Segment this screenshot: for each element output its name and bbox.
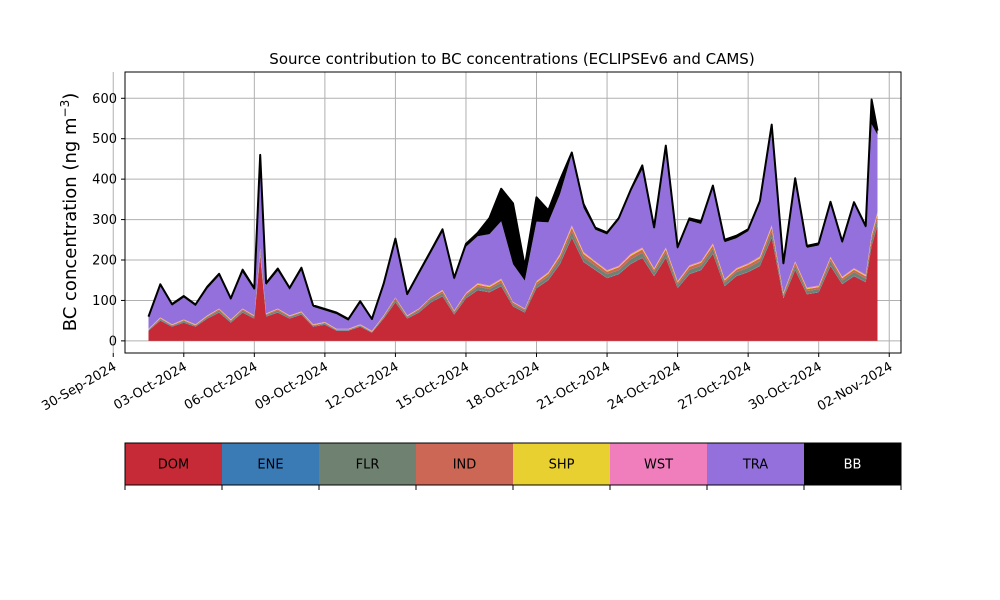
legend-label-tra: TRA — [742, 458, 768, 473]
legend-label-dom: DOM — [158, 458, 189, 473]
y-tick-label: 300 — [92, 213, 117, 228]
area-tra — [148, 124, 878, 331]
y-axis-label-main: BC concentration (ng m — [60, 117, 81, 331]
legend-label-wst: WST — [644, 458, 673, 473]
y-tick-label: 100 — [92, 294, 117, 309]
legend-label-flr: FLR — [356, 458, 380, 473]
chart-title: Source contribution to BC concentrations… — [269, 50, 754, 68]
y-tick-label: 400 — [92, 173, 117, 188]
stacked-area-layer — [148, 99, 878, 341]
legend-swatch-bb — [804, 443, 901, 485]
plot-frame — [124, 71, 902, 354]
legend-swatch-dom — [125, 443, 222, 485]
total-line — [147, 98, 879, 320]
legend-label-bb: BB — [844, 458, 862, 473]
area-bb — [148, 99, 878, 321]
legend-swatch-ene — [222, 443, 319, 485]
y-tick-label: 200 — [92, 254, 117, 269]
legend-label-shp: SHP — [549, 458, 575, 473]
y-axis-label: BC concentration (ng m−3) — [58, 93, 81, 332]
legend-swatch-shp — [513, 443, 610, 485]
y-tick-label: 600 — [92, 92, 117, 107]
legend: DOM ENE FLR IND SHP WST TRA BB — [124, 442, 902, 490]
legend-label-ind: IND — [453, 458, 477, 473]
y-tick-label: 0 — [109, 334, 117, 349]
y-axis-label-end: ) — [60, 93, 81, 100]
y-axis-label-sup: −3 — [58, 100, 72, 118]
legend-label-ene: ENE — [257, 458, 283, 473]
legend-swatch-tra — [707, 443, 804, 485]
area-dom — [148, 225, 878, 341]
y-tick-label: 500 — [92, 132, 117, 147]
legend-swatch-wst — [610, 443, 707, 485]
legend-swatch-ind — [416, 443, 513, 485]
y-axis: 0 100 200 300 400 500 600 — [92, 92, 125, 349]
legend-swatch-flr — [319, 443, 416, 485]
